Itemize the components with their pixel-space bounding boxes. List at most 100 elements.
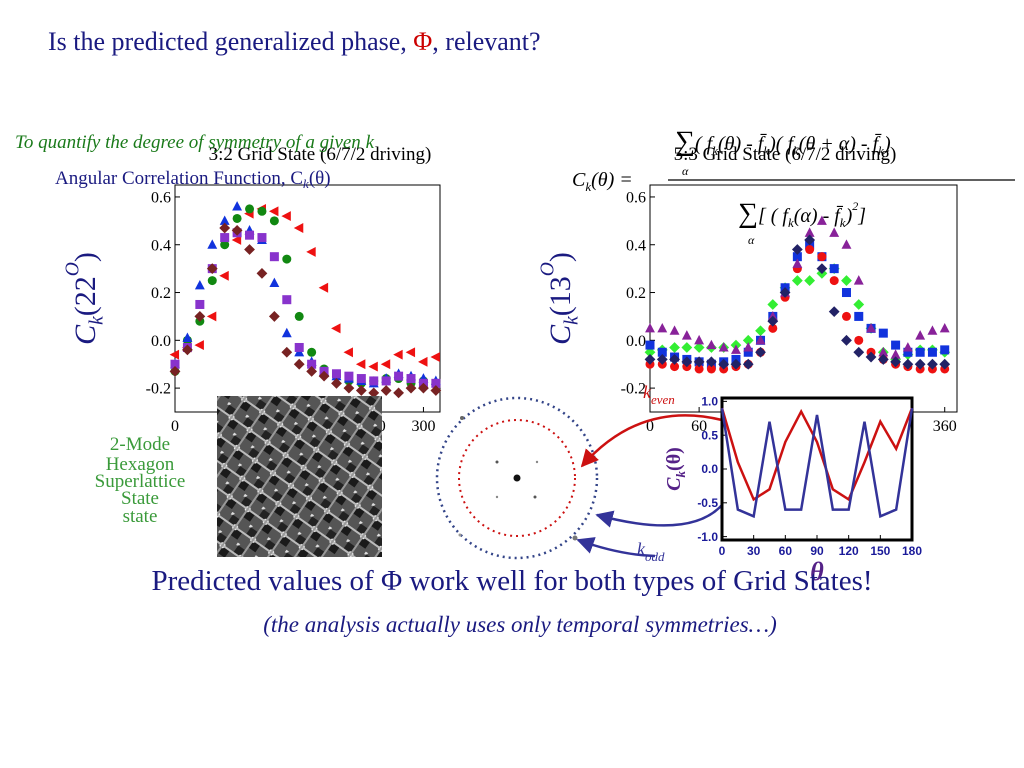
marker (841, 334, 852, 346)
marker (878, 328, 888, 338)
marker (791, 275, 803, 286)
marker (356, 374, 366, 384)
marker (742, 334, 754, 346)
marker (693, 356, 705, 368)
marker (294, 311, 304, 321)
marker (694, 334, 705, 345)
x-tick-label: 0 (646, 418, 654, 435)
marker (656, 354, 668, 365)
marker (902, 342, 913, 352)
y-tick-label: -1.0 (697, 530, 718, 544)
marker (927, 358, 938, 370)
marker (829, 264, 839, 274)
marker (281, 346, 293, 358)
marker (182, 332, 193, 342)
marker (657, 347, 667, 357)
marker (343, 347, 353, 358)
x-tick-label: 60 (779, 544, 793, 558)
marker (829, 276, 839, 286)
f: k (788, 215, 794, 230)
f: ∑ (738, 198, 758, 229)
acf-label: Angular Correlation Function, Ck(θ) (55, 168, 331, 191)
y-tick-label: 0.6 (151, 190, 171, 207)
y-label-part: O (63, 262, 84, 276)
y-tick-label: 1.0 (701, 395, 718, 409)
y-label-part: C (663, 477, 685, 491)
title-part: , relevant? (432, 27, 540, 56)
marker (890, 349, 901, 359)
f: α (748, 233, 755, 247)
y-label-part: C (69, 324, 102, 345)
marker (206, 263, 218, 275)
acf-part: (θ) (309, 168, 331, 189)
marker (257, 206, 267, 216)
marker (406, 374, 416, 384)
marker (669, 342, 680, 353)
marker (755, 334, 766, 345)
pattern-label-line: 2-Mode (110, 434, 170, 455)
y-axis-label: Ck(22O) (63, 252, 108, 345)
marker (394, 371, 404, 381)
marker (718, 358, 730, 370)
marker (730, 358, 742, 370)
marker (767, 311, 778, 321)
intro-part: To quantify the degree of symmetry of a … (15, 132, 366, 153)
f: ( f (695, 133, 715, 155)
marker (231, 235, 242, 245)
marker (294, 342, 304, 352)
f: (α) - f̄ (794, 205, 844, 227)
f: α (682, 164, 689, 178)
marker (281, 327, 292, 338)
marker (828, 306, 840, 318)
marker (768, 323, 778, 333)
marker (194, 311, 206, 322)
pattern-label-line: state (123, 506, 158, 527)
marker (194, 279, 205, 290)
marker (293, 223, 304, 233)
marker (405, 347, 416, 358)
marker (681, 330, 692, 340)
y-label-part: k (673, 470, 688, 477)
marker (169, 349, 180, 360)
marker (219, 270, 229, 281)
x-tick-label: 300 (411, 418, 435, 435)
intro-k: k (366, 132, 375, 153)
x-tick-label: 180 (902, 544, 922, 558)
marker (368, 387, 380, 399)
marker (853, 299, 865, 310)
marker (669, 354, 680, 365)
f: k (585, 179, 591, 194)
marker (232, 201, 243, 211)
x-tick-label: 120 (839, 544, 859, 558)
marker (269, 216, 279, 226)
marker (817, 252, 827, 262)
f: k (878, 143, 884, 158)
line-series (720, 407, 914, 502)
marker (418, 356, 428, 367)
y-label-part: (θ) (663, 447, 685, 471)
marker (779, 287, 791, 298)
k-odd-label: kodd (637, 539, 665, 564)
marker (693, 342, 705, 353)
title-phi: Φ (413, 27, 432, 56)
marker (369, 376, 379, 386)
formula-num: ∑( fk(θ) - f̄k)( fk(θ + α) - f̄k) (675, 126, 891, 158)
marker (742, 358, 754, 370)
marker (244, 244, 255, 255)
marker (792, 258, 803, 268)
y-tick-label: 0.5 (701, 428, 718, 442)
f: C (572, 169, 586, 191)
marker (194, 340, 204, 351)
marker (418, 382, 429, 394)
acf-sub: k (303, 176, 309, 191)
marker (269, 252, 279, 262)
marker (755, 346, 766, 358)
marker (829, 227, 840, 237)
f: ∑ (675, 126, 695, 157)
marker (431, 378, 441, 388)
y-label-part: k (87, 316, 108, 325)
y-tick-label: 0.6 (626, 190, 646, 207)
marker (331, 369, 341, 379)
f: [ ( f (758, 205, 790, 227)
marker (232, 213, 242, 223)
